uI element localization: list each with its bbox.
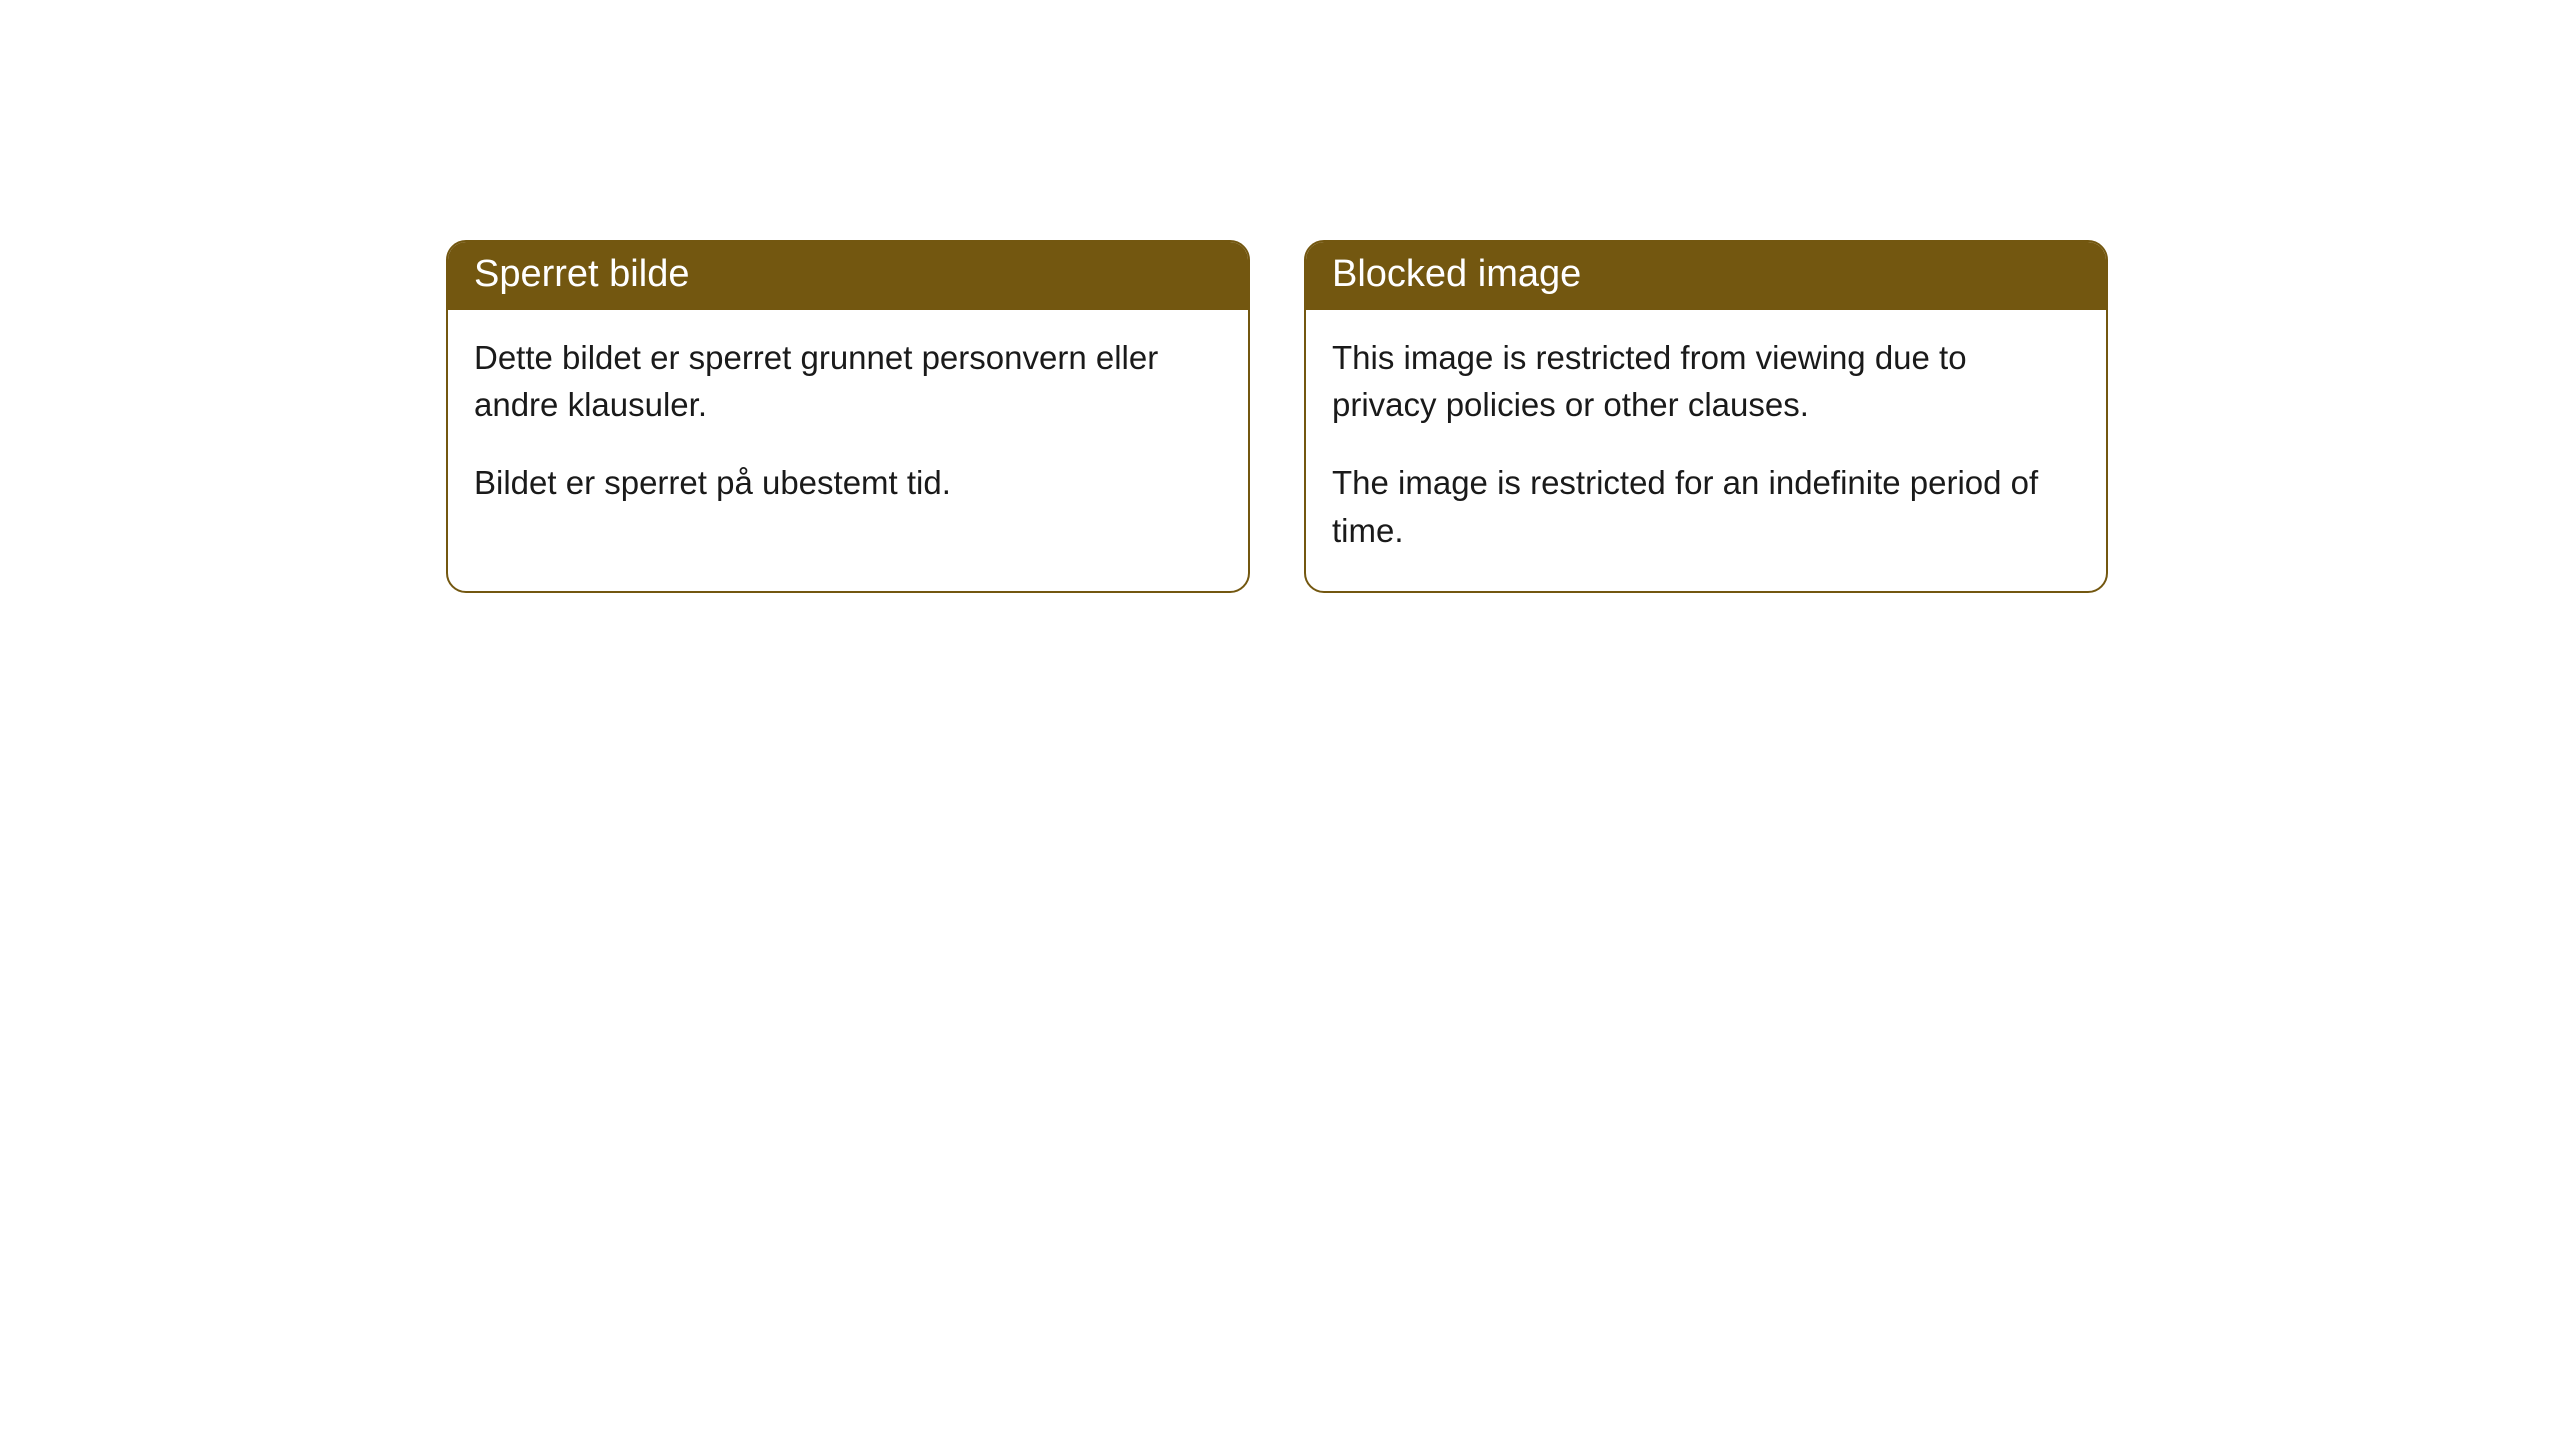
card-header: Sperret bilde (448, 242, 1248, 310)
card-header: Blocked image (1306, 242, 2106, 310)
card-title: Blocked image (1332, 253, 1581, 295)
card-paragraph-2: Bildet er sperret på ubestemt tid. (474, 459, 1222, 507)
blocked-image-card-english: Blocked image This image is restricted f… (1304, 240, 2108, 593)
card-paragraph-2: The image is restricted for an indefinit… (1332, 459, 2080, 555)
card-title: Sperret bilde (474, 253, 689, 295)
card-body: This image is restricted from viewing du… (1306, 310, 2106, 591)
card-body: Dette bildet er sperret grunnet personve… (448, 310, 1248, 544)
notice-cards-container: Sperret bilde Dette bildet er sperret gr… (446, 240, 2108, 593)
card-paragraph-1: Dette bildet er sperret grunnet personve… (474, 334, 1222, 430)
blocked-image-card-norwegian: Sperret bilde Dette bildet er sperret gr… (446, 240, 1250, 593)
card-paragraph-1: This image is restricted from viewing du… (1332, 334, 2080, 430)
